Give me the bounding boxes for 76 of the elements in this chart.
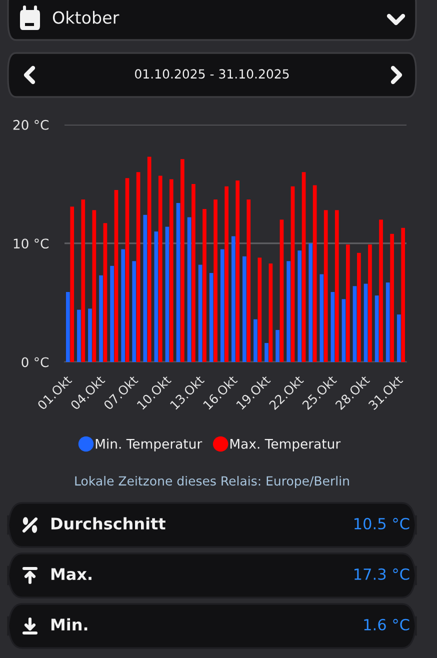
bar bbox=[312, 185, 317, 362]
bar bbox=[254, 319, 258, 362]
text: 17.3 °C bbox=[354, 568, 410, 580]
y-tick-label: 20 °C bbox=[13, 120, 49, 130]
text: Max. bbox=[51, 568, 92, 580]
bar bbox=[88, 308, 92, 362]
bar bbox=[334, 210, 339, 362]
bar bbox=[386, 282, 390, 362]
bar bbox=[302, 172, 306, 362]
bar bbox=[352, 286, 357, 362]
bar bbox=[176, 203, 180, 362]
bar bbox=[147, 156, 152, 362]
bar bbox=[143, 214, 148, 362]
text: Lokale Zeitzone dieses Relais: Europe/Berlin bbox=[75, 476, 349, 488]
bar bbox=[401, 228, 406, 362]
bar bbox=[224, 186, 228, 362]
bar bbox=[165, 226, 170, 362]
bar bbox=[264, 343, 268, 362]
bar bbox=[158, 176, 162, 362]
legend-label: Min. Temperatur bbox=[96, 438, 202, 452]
bar bbox=[209, 273, 214, 362]
bar bbox=[374, 296, 379, 362]
legend-label: Max. Temperatur bbox=[230, 439, 341, 452]
bar bbox=[180, 159, 184, 362]
bar bbox=[231, 236, 236, 362]
bar bbox=[368, 244, 372, 362]
bar bbox=[330, 292, 335, 362]
bar bbox=[132, 261, 136, 362]
bar bbox=[66, 292, 70, 362]
bar bbox=[290, 186, 295, 362]
bar bbox=[276, 330, 280, 362]
bar bbox=[242, 256, 246, 362]
bar bbox=[136, 172, 140, 362]
y-tick-label: 10 °C bbox=[14, 238, 49, 249]
bar bbox=[77, 310, 81, 362]
bar bbox=[103, 223, 108, 362]
bar bbox=[286, 261, 290, 362]
bar bbox=[121, 249, 126, 362]
bar bbox=[396, 314, 401, 362]
bar bbox=[364, 284, 368, 362]
bar bbox=[246, 199, 251, 362]
chart-subtitle: 01.10.2025 - 31.10.2025 bbox=[135, 69, 289, 79]
text: 1.6 °C bbox=[364, 618, 410, 630]
bar bbox=[220, 249, 224, 362]
y-tick-label: 0 °C bbox=[22, 357, 49, 368]
bar bbox=[92, 210, 96, 362]
bar bbox=[187, 217, 192, 362]
bar bbox=[346, 244, 350, 362]
bar bbox=[110, 266, 114, 362]
bar bbox=[320, 274, 324, 362]
bar bbox=[81, 199, 86, 362]
bar bbox=[379, 220, 383, 362]
bar bbox=[198, 264, 202, 362]
text: 10.5 °C bbox=[354, 518, 410, 530]
bar bbox=[280, 220, 284, 362]
bar bbox=[125, 178, 130, 362]
bar bbox=[114, 190, 118, 362]
bar bbox=[324, 210, 328, 362]
bar bbox=[357, 252, 361, 362]
bar bbox=[268, 264, 273, 362]
bar bbox=[258, 258, 262, 362]
chart-title: Oktober bbox=[52, 10, 120, 24]
bar bbox=[390, 234, 394, 362]
bar bbox=[202, 208, 206, 362]
bar bbox=[214, 199, 218, 362]
bar bbox=[154, 231, 158, 362]
bar bbox=[192, 184, 196, 362]
text: Min. bbox=[51, 618, 88, 630]
bar bbox=[342, 299, 346, 362]
bar bbox=[99, 275, 103, 362]
bar bbox=[236, 180, 240, 362]
bar bbox=[298, 250, 302, 362]
text: Durchschnitt bbox=[51, 517, 166, 530]
bar bbox=[308, 243, 313, 362]
bar bbox=[70, 206, 74, 362]
bar bbox=[169, 179, 174, 362]
